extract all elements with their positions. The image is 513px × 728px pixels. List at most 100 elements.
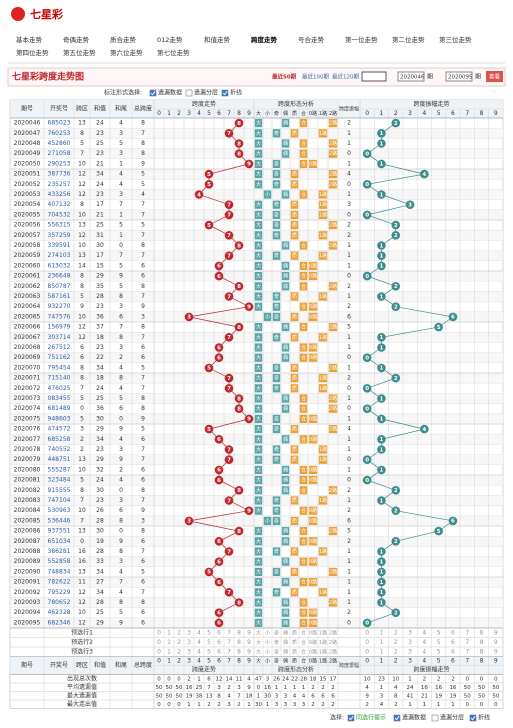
preselect-digit[interactable]: 5 [207, 648, 211, 655]
nav-link[interactable]: 第三位走势 [439, 35, 472, 44]
preselect-form[interactable]: 0路 [309, 629, 317, 636]
preselect-digit[interactable]: 6 [217, 629, 221, 636]
preselect-digit[interactable]: 3 [187, 629, 191, 636]
preselect-digit[interactable]: 2 [394, 648, 398, 655]
preselect-digit[interactable]: 8 [480, 639, 484, 646]
preselect-form[interactable]: 偶 [283, 648, 288, 655]
preselect-digit[interactable]: 2 [177, 648, 181, 655]
select[interactable] [361, 71, 387, 82]
period-link[interactable]: 最近120期 [332, 73, 359, 81]
preselect-form[interactable]: 1路 [319, 639, 327, 646]
checkbox[interactable] [431, 714, 439, 722]
preselect-digit[interactable]: 6 [217, 639, 221, 646]
preselect-digit[interactable]: 1 [167, 648, 171, 655]
nav-link[interactable]: 第七位走势 [157, 48, 190, 57]
preselect-form[interactable]: 大 [256, 648, 261, 655]
nav-link[interactable]: 基本走势 [16, 35, 43, 44]
preselect-form[interactable]: 奇 [274, 629, 279, 636]
preselect-digit[interactable]: 0 [157, 639, 161, 646]
preselect-digit[interactable]: 1 [167, 639, 171, 646]
nav-link[interactable]: 012走势 [157, 35, 183, 44]
preselect-digit[interactable]: 0 [365, 639, 369, 646]
preselect-digit[interactable]: 8 [480, 648, 484, 655]
preselect-digit[interactable]: 8 [237, 629, 241, 636]
preselect-form[interactable]: 小 [265, 629, 270, 636]
checkbox[interactable] [393, 714, 401, 722]
preselect-digit[interactable]: 6 [451, 648, 455, 655]
preselect-form[interactable]: 2路 [329, 648, 337, 655]
checkbox-label[interactable]: 折线 [230, 89, 242, 97]
nav-link[interactable]: 质合走势 [110, 35, 137, 44]
preselect-digit[interactable]: 9 [494, 639, 498, 646]
checkbox[interactable] [347, 714, 355, 722]
preselect-form[interactable]: 奇 [274, 648, 279, 655]
preselect-digit[interactable]: 7 [227, 648, 231, 655]
preselect-digit[interactable]: 9 [247, 648, 251, 655]
checkbox[interactable] [469, 714, 477, 722]
preselect-digit[interactable]: 3 [187, 639, 191, 646]
nav-link[interactable]: 和值走势 [204, 35, 231, 44]
preselect-form[interactable]: 偶 [283, 639, 288, 646]
preselect-digit[interactable]: 5 [437, 639, 441, 646]
nav-link[interactable]: 跨度走势 [251, 35, 278, 44]
preselect-digit[interactable]: 0 [365, 629, 369, 636]
nav-link[interactable]: 第一位走势 [345, 35, 378, 44]
preselect-form[interactable]: 小 [265, 639, 270, 646]
preselect-digit[interactable]: 7 [227, 639, 231, 646]
preselect-digit[interactable]: 1 [380, 629, 384, 636]
preselect-digit[interactable]: 1 [380, 648, 384, 655]
preselect-digit[interactable]: 5 [207, 639, 211, 646]
preselect-form[interactable]: 合 [301, 629, 306, 636]
input-to[interactable] [445, 71, 473, 82]
preselect-form[interactable]: 偶 [283, 629, 288, 636]
preselect-form[interactable]: 质 [292, 648, 297, 655]
checkbox-label[interactable]: 遗漏数据 [402, 714, 426, 722]
preselect-digit[interactable]: 4 [422, 629, 426, 636]
preselect-digit[interactable]: 8 [237, 639, 241, 646]
preselect-form[interactable]: 质 [292, 629, 297, 636]
preselect-digit[interactable]: 7 [465, 648, 469, 655]
preselect-digit[interactable]: 5 [207, 629, 211, 636]
preselect-digit[interactable]: 2 [394, 629, 398, 636]
checkbox-label[interactable]: 遗漏分层 [440, 714, 464, 722]
nav-link[interactable]: 第六位走势 [110, 48, 143, 57]
preselect-digit[interactable]: 2 [177, 629, 181, 636]
preselect-digit[interactable]: 6 [451, 639, 455, 646]
preselect-form[interactable]: 大 [256, 639, 261, 646]
preselect-digit[interactable]: 8 [480, 629, 484, 636]
nav-link[interactable]: 第五位走势 [63, 48, 96, 57]
preselect-digit[interactable]: 4 [422, 639, 426, 646]
preselect-digit[interactable]: 4 [422, 648, 426, 655]
button[interactable] [486, 71, 503, 82]
preselect-digit[interactable]: 5 [437, 648, 441, 655]
preselect-digit[interactable]: 7 [227, 629, 231, 636]
preselect-digit[interactable]: 8 [237, 648, 241, 655]
input-from[interactable] [397, 71, 425, 82]
preselect-form[interactable]: 1路 [319, 629, 327, 636]
preselect-form[interactable]: 合 [301, 648, 306, 655]
preselect-digit[interactable]: 3 [408, 648, 412, 655]
preselect-digit[interactable]: 9 [494, 629, 498, 636]
preselect-digit[interactable]: 2 [394, 639, 398, 646]
preselect-form[interactable]: 合 [301, 639, 306, 646]
preselect-digit[interactable]: 0 [365, 648, 369, 655]
preselect-digit[interactable]: 0 [157, 648, 161, 655]
checkbox[interactable] [185, 89, 193, 97]
preselect-digit[interactable]: 2 [177, 639, 181, 646]
preselect-form[interactable]: 2路 [329, 629, 337, 636]
preselect-form[interactable]: 大 [256, 629, 261, 636]
checkbox-label[interactable]: 遗漏数据 [158, 89, 182, 97]
preselect-digit[interactable]: 5 [437, 629, 441, 636]
preselect-digit[interactable]: 9 [494, 648, 498, 655]
preselect-digit[interactable]: 7 [465, 639, 469, 646]
checkbox[interactable] [149, 89, 157, 97]
preselect-digit[interactable]: 0 [157, 629, 161, 636]
preselect-form[interactable]: 2路 [329, 639, 337, 646]
checkbox-label[interactable]: 折线 [478, 714, 490, 722]
preselect-digit[interactable]: 9 [247, 629, 251, 636]
nav-link[interactable]: 第二位走势 [392, 35, 425, 44]
checkbox-label[interactable]: 同选行提示 [356, 714, 386, 722]
preselect-digit[interactable]: 4 [197, 639, 201, 646]
preselect-digit[interactable]: 3 [408, 639, 412, 646]
period-link[interactable]: 最近100期 [302, 73, 329, 81]
